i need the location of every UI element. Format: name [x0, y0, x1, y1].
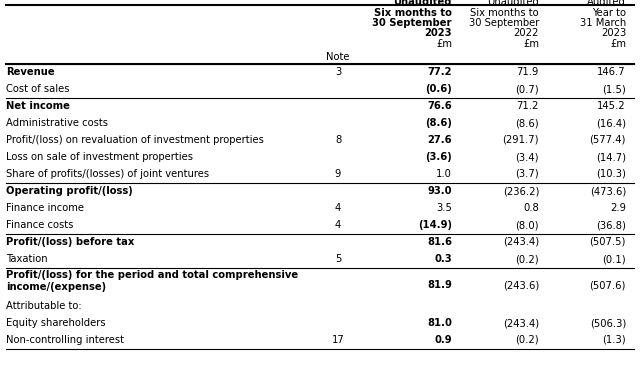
Text: (3.7): (3.7) — [515, 169, 539, 179]
Text: 17: 17 — [332, 335, 344, 345]
Text: 3.5: 3.5 — [436, 203, 452, 213]
Text: 2023: 2023 — [424, 28, 452, 38]
Text: (36.8): (36.8) — [596, 220, 626, 230]
Text: Loss on sale of investment properties: Loss on sale of investment properties — [6, 152, 193, 162]
Text: 81.6: 81.6 — [427, 237, 452, 247]
Text: 30 September: 30 September — [468, 18, 539, 28]
Text: Unaudited: Unaudited — [487, 0, 539, 7]
Text: (1.3): (1.3) — [602, 335, 626, 345]
Text: (3.6): (3.6) — [425, 152, 452, 162]
Text: (3.4): (3.4) — [515, 152, 539, 162]
Text: (243.4): (243.4) — [503, 237, 539, 247]
Text: (0.2): (0.2) — [515, 254, 539, 264]
Text: 8: 8 — [335, 135, 341, 145]
Text: Profit/(loss) for the period and total comprehensive: Profit/(loss) for the period and total c… — [6, 270, 298, 280]
Text: Revenue: Revenue — [6, 67, 54, 77]
Text: (243.4): (243.4) — [503, 318, 539, 328]
Text: 27.6: 27.6 — [428, 135, 452, 145]
Text: 9: 9 — [335, 169, 341, 179]
Text: 2.9: 2.9 — [610, 203, 626, 213]
Text: income/(expense): income/(expense) — [6, 282, 106, 292]
Text: £m: £m — [610, 39, 626, 49]
Text: Equity shareholders: Equity shareholders — [6, 318, 106, 328]
Text: Share of profits/(losses) of joint ventures: Share of profits/(losses) of joint ventu… — [6, 169, 209, 179]
Text: Six months to: Six months to — [374, 8, 452, 18]
Text: Year to: Year to — [592, 8, 626, 18]
Text: 4: 4 — [335, 220, 341, 230]
Text: (0.6): (0.6) — [425, 84, 452, 94]
Text: Finance costs: Finance costs — [6, 220, 74, 230]
Text: 77.2: 77.2 — [428, 67, 452, 77]
Text: Taxation: Taxation — [6, 254, 47, 264]
Text: (473.6): (473.6) — [589, 186, 626, 196]
Text: Non-controlling interest: Non-controlling interest — [6, 335, 124, 345]
Text: (291.7): (291.7) — [502, 135, 539, 145]
Text: 81.0: 81.0 — [427, 318, 452, 328]
Text: (14.7): (14.7) — [596, 152, 626, 162]
Text: (10.3): (10.3) — [596, 169, 626, 179]
Text: Attributable to:: Attributable to: — [6, 301, 82, 311]
Text: 146.7: 146.7 — [597, 67, 626, 77]
Text: (8.0): (8.0) — [515, 220, 539, 230]
Text: 5: 5 — [335, 254, 341, 264]
Text: Profit/(loss) before tax: Profit/(loss) before tax — [6, 237, 134, 247]
Text: Profit/(loss) on revaluation of investment properties: Profit/(loss) on revaluation of investme… — [6, 135, 264, 145]
Text: Finance income: Finance income — [6, 203, 84, 213]
Text: (0.1): (0.1) — [602, 254, 626, 264]
Text: 71.9: 71.9 — [516, 67, 539, 77]
Text: 145.2: 145.2 — [597, 101, 626, 111]
Text: 93.0: 93.0 — [428, 186, 452, 196]
Text: 3: 3 — [335, 67, 341, 77]
Text: 2022: 2022 — [514, 28, 539, 38]
Text: 76.6: 76.6 — [428, 101, 452, 111]
Text: (0.2): (0.2) — [515, 335, 539, 345]
Text: Net income: Net income — [6, 101, 70, 111]
Text: Audited: Audited — [587, 0, 626, 7]
Text: £m: £m — [436, 39, 452, 49]
Text: Operating profit/(loss): Operating profit/(loss) — [6, 186, 132, 196]
Text: 30 September: 30 September — [372, 18, 452, 28]
Text: 1.0: 1.0 — [436, 169, 452, 179]
Text: Cost of sales: Cost of sales — [6, 84, 70, 94]
Text: 2023: 2023 — [601, 28, 626, 38]
Text: 71.2: 71.2 — [516, 101, 539, 111]
Text: (577.4): (577.4) — [589, 135, 626, 145]
Text: Unaudited: Unaudited — [394, 0, 452, 7]
Text: (243.6): (243.6) — [503, 280, 539, 290]
Text: (16.4): (16.4) — [596, 118, 626, 128]
Text: (0.7): (0.7) — [515, 84, 539, 94]
Text: 4: 4 — [335, 203, 341, 213]
Text: (8.6): (8.6) — [425, 118, 452, 128]
Text: (507.6): (507.6) — [589, 280, 626, 290]
Text: 0.8: 0.8 — [524, 203, 539, 213]
Text: 0.9: 0.9 — [435, 335, 452, 345]
Text: (14.9): (14.9) — [418, 220, 452, 230]
Text: (8.6): (8.6) — [515, 118, 539, 128]
Text: Administrative costs: Administrative costs — [6, 118, 108, 128]
Text: (507.5): (507.5) — [589, 237, 626, 247]
Text: (236.2): (236.2) — [502, 186, 539, 196]
Text: 81.9: 81.9 — [427, 280, 452, 290]
Text: 0.3: 0.3 — [435, 254, 452, 264]
Text: 31 March: 31 March — [580, 18, 626, 28]
Text: (506.3): (506.3) — [589, 318, 626, 328]
Text: £m: £m — [523, 39, 539, 49]
Text: Six months to: Six months to — [470, 8, 539, 18]
Text: (1.5): (1.5) — [602, 84, 626, 94]
Text: Note: Note — [326, 51, 349, 61]
